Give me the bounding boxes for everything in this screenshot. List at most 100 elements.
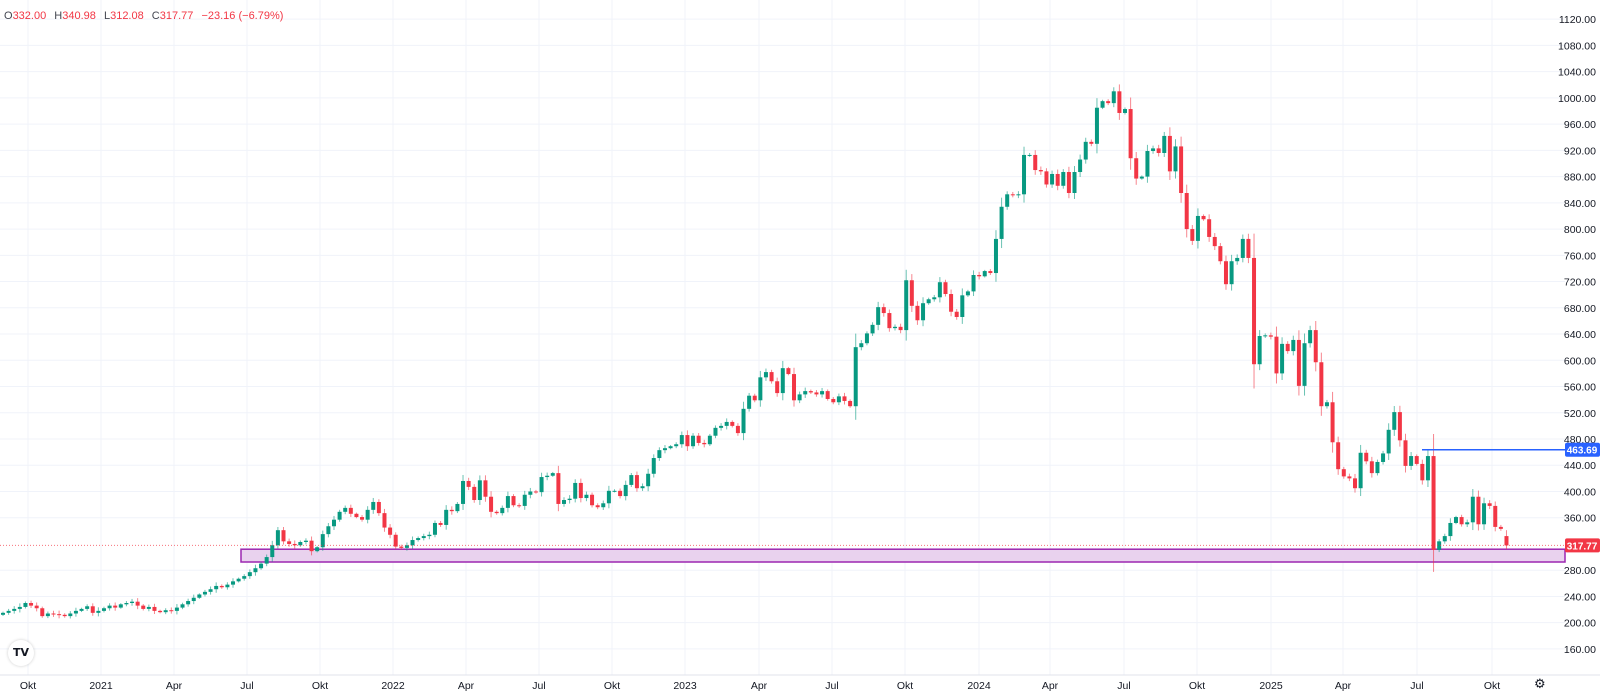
candle-down <box>775 377 780 397</box>
support-zone-rect[interactable] <box>240 548 1566 563</box>
candle-up <box>225 582 230 590</box>
candle-body <box>1083 141 1088 160</box>
candle-body <box>1386 429 1391 454</box>
y-tick-label: 640.00 <box>1564 329 1596 341</box>
candle-body <box>1420 463 1425 481</box>
candle-body <box>1437 541 1442 550</box>
candle-body <box>1482 503 1487 525</box>
candle-body <box>23 603 28 607</box>
candle-up <box>404 542 409 551</box>
candle-up <box>1229 254 1234 291</box>
candle-body <box>57 614 62 616</box>
candle-body <box>1022 154 1027 195</box>
candle-down <box>943 279 948 297</box>
y-tick-label: 560.00 <box>1564 382 1596 394</box>
candle-down <box>1459 514 1464 527</box>
candle-body <box>539 477 544 493</box>
candle-up <box>174 604 179 615</box>
candle-down <box>977 271 982 280</box>
candle-body <box>472 486 477 501</box>
candle-up <box>1022 146 1027 203</box>
candle-up <box>1139 175 1144 180</box>
candle-body <box>1431 456 1436 550</box>
candle-up <box>427 531 432 540</box>
candle-up <box>303 538 308 545</box>
candle-body <box>444 509 449 525</box>
y-tick-label: 1040.00 <box>1558 67 1596 79</box>
candle-up <box>584 491 589 502</box>
candle-down <box>1498 524 1503 531</box>
candle-body <box>1319 362 1324 407</box>
candle-body <box>180 604 185 608</box>
candle-body <box>135 601 140 606</box>
candle-up <box>539 472 544 497</box>
candle-body <box>303 540 308 542</box>
candle-body <box>758 377 763 401</box>
candle-up <box>236 577 241 583</box>
candle-up <box>1050 170 1055 188</box>
candle-up <box>971 270 976 297</box>
open-label: O <box>4 10 13 22</box>
candle-body <box>780 368 785 394</box>
candle-up <box>1 611 5 616</box>
candle-body <box>489 496 494 512</box>
candle-body <box>1392 412 1397 430</box>
candle-up <box>461 474 466 510</box>
candle-up <box>1072 166 1077 199</box>
y-tick-label: 440.00 <box>1564 460 1596 472</box>
candle-body <box>1195 215 1200 241</box>
candle-body <box>601 503 606 508</box>
candle-body <box>17 606 22 609</box>
candle-up <box>432 520 437 538</box>
y-tick-label: 400.00 <box>1564 486 1596 498</box>
y-tick-label: 160.00 <box>1564 644 1596 656</box>
candle-body <box>803 391 808 395</box>
time-axis[interactable]: Okt 2021 Apr Jul Okt 2022 Apr Jul Okt 2023 Apr Jul O… <box>0 674 1600 692</box>
candle-body <box>741 408 746 434</box>
candle-body <box>73 610 78 614</box>
candle-up <box>275 527 280 549</box>
candle-body <box>186 601 191 605</box>
candle-body <box>1336 442 1341 470</box>
tradingview-logo[interactable]: TV <box>8 640 34 666</box>
candle-body <box>315 547 320 552</box>
candle-body <box>1465 522 1470 525</box>
candle-body <box>898 326 903 331</box>
candle-down <box>1414 454 1419 466</box>
candle-down <box>949 289 954 317</box>
gear-icon[interactable]: ⚙ <box>1534 677 1546 692</box>
candle-body <box>158 610 163 613</box>
candle-body <box>298 541 303 546</box>
candle-body <box>275 530 280 546</box>
candle-body <box>270 545 275 558</box>
candle-body <box>1268 335 1273 337</box>
candle-up <box>1027 152 1032 157</box>
candle-body <box>1330 402 1335 443</box>
candle-up <box>101 606 106 613</box>
price-axis[interactable]: 1120.00 1080.00 1040.00 1000.00 960.00 920.00… <box>1558 14 1600 656</box>
candle-down <box>988 269 993 275</box>
candle-up <box>758 370 763 407</box>
candle-up <box>45 611 50 619</box>
close-value: 317.77 <box>159 10 194 22</box>
candle-body <box>1033 154 1038 171</box>
candle-body <box>1358 452 1363 489</box>
candle-body <box>1257 336 1262 365</box>
y-tick-label: 240.00 <box>1564 591 1596 603</box>
candle-up <box>455 502 460 514</box>
support-zone[interactable] <box>240 548 1566 563</box>
low-label: L <box>103 10 111 22</box>
candle-down <box>1336 436 1341 475</box>
candle-up <box>1005 191 1010 210</box>
candle-body <box>629 475 634 485</box>
candle-down <box>517 503 522 508</box>
y-tick-label: 200.00 <box>1564 618 1596 630</box>
candle-body <box>1128 109 1133 159</box>
candle-body <box>1341 469 1346 477</box>
candle-body <box>12 608 17 611</box>
candle-body <box>993 238 998 274</box>
candle-body <box>578 482 583 499</box>
candle-up <box>545 472 550 481</box>
candle-body <box>505 496 510 508</box>
